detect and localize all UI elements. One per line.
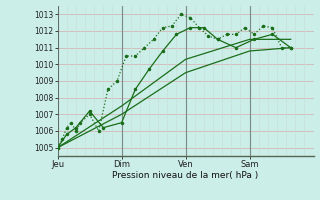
X-axis label: Pression niveau de la mer( hPa ): Pression niveau de la mer( hPa ) — [112, 171, 259, 180]
